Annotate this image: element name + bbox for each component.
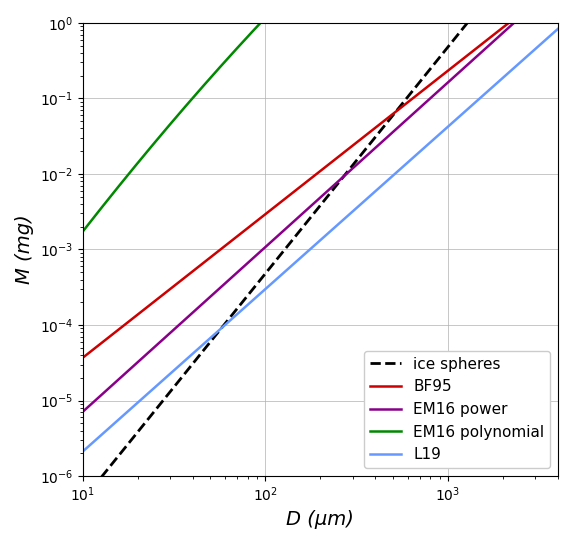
BF95 (79, 355, 86, 361)
L19 (289, 262, 296, 269)
EM16 polynomial (79, 228, 86, 235)
L19 (79, 448, 86, 455)
L19 (555, 26, 562, 32)
ice spheres (272, 258, 278, 265)
ice spheres (450, 37, 457, 44)
BF95 (450, 63, 457, 70)
L19 (128, 405, 135, 412)
BF95 (289, 190, 296, 196)
Y-axis label: M (mg): M (mg) (15, 214, 34, 285)
ice spheres (406, 92, 413, 98)
BF95 (406, 98, 413, 104)
Line: ice spheres: ice spheres (83, 0, 558, 500)
EM16 power (272, 235, 278, 242)
EM16 power (79, 409, 86, 415)
Line: BF95: BF95 (83, 0, 558, 358)
EM16 power (450, 75, 457, 81)
ice spheres (289, 237, 296, 244)
Line: EM16 power: EM16 power (83, 0, 558, 412)
Legend: ice spheres, BF95, EM16 power, EM16 polynomial, L19: ice spheres, BF95, EM16 power, EM16 poly… (364, 351, 550, 468)
BF95 (458, 57, 465, 63)
EM16 power (128, 364, 135, 371)
ice spheres (79, 497, 86, 503)
EM16 polynomial (128, 168, 135, 174)
EM16 power (406, 114, 413, 121)
BF95 (128, 316, 135, 323)
EM16 polynomial (272, 4, 278, 11)
BF95 (272, 203, 278, 210)
ice spheres (458, 27, 465, 33)
EM16 power (458, 66, 465, 73)
Line: L19: L19 (83, 29, 558, 452)
Line: EM16 polynomial: EM16 polynomial (83, 0, 558, 232)
X-axis label: D (μm): D (μm) (286, 510, 354, 529)
L19 (450, 119, 457, 125)
L19 (272, 277, 278, 284)
ice spheres (128, 437, 135, 443)
L19 (458, 111, 465, 118)
EM16 power (289, 220, 296, 226)
L19 (406, 158, 413, 164)
